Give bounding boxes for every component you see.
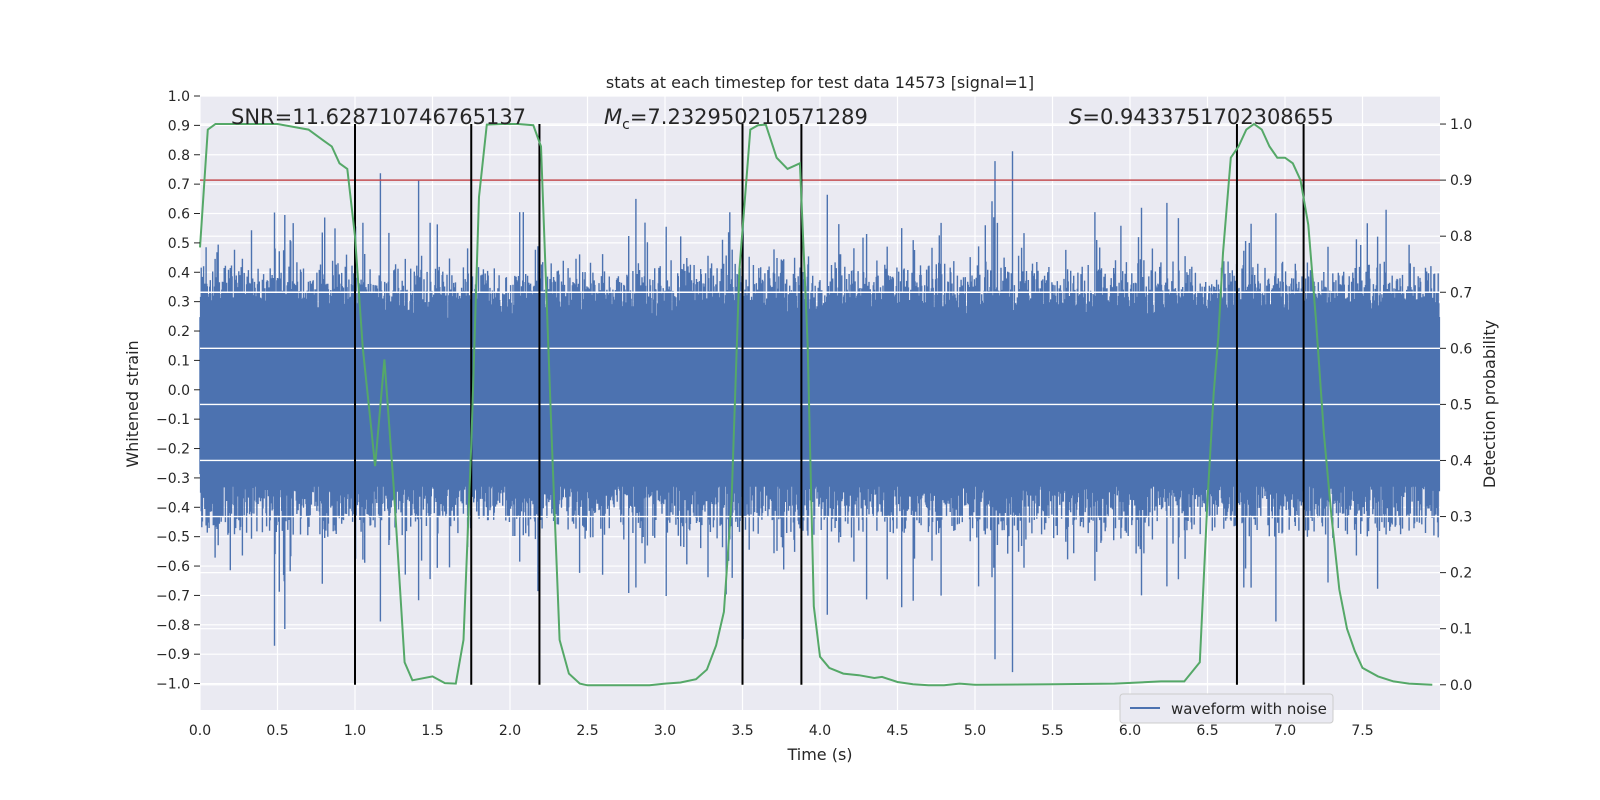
legend-box <box>1119 693 1334 724</box>
detection-probability-line <box>199 122 1433 687</box>
x-tick-label: 3.5 <box>731 723 753 739</box>
s-annotation: S=0.9433751702308655 <box>1069 105 1334 129</box>
x-tick-label: 1.0 <box>344 723 366 739</box>
x-tick-label: 5.0 <box>964 723 986 739</box>
x-tick-label: 7.5 <box>1351 723 1373 739</box>
x-tick-label: 0.5 <box>266 723 288 739</box>
legend-label-waveform: waveform with noise <box>1171 700 1327 718</box>
x-tick-label: 5.5 <box>1041 723 1063 739</box>
y-tick-label: 0.4 <box>168 265 190 281</box>
y-tick-label: 0.8 <box>168 148 190 164</box>
y-tick-label: −0.5 <box>156 530 190 546</box>
y-tick-label: 1.0 <box>168 89 190 105</box>
x-axis-label: Time (s) <box>786 745 852 764</box>
plot-area <box>199 122 1441 687</box>
y-tick-label: 0.0 <box>168 383 190 399</box>
y-tick-label: 0.1 <box>168 353 190 369</box>
y-tick-label: −0.2 <box>156 442 190 458</box>
y2-tick-label: 0.8 <box>1450 229 1472 245</box>
y2-axis-label: Detection probability <box>1480 320 1499 488</box>
y-tick-label: 0.7 <box>168 177 190 193</box>
snr-annotation: SNR=11.628710746765137 <box>231 105 526 129</box>
y2-tick-label: 0.9 <box>1450 173 1472 189</box>
x-tick-label: 3.0 <box>654 723 676 739</box>
y-tick-label: 0.6 <box>168 207 190 223</box>
x-axis-ticks: 0.0 0.5 1.0 1.5 2.0 2.5 3.0 3.5 4.0 4.5 5.0 5.5 6.0 6… <box>189 723 1374 739</box>
y2-tick-label: 0.0 <box>1450 678 1472 694</box>
y2-tick-label: 0.6 <box>1450 341 1472 357</box>
y-tick-label: 0.3 <box>168 295 190 311</box>
y2-tick-label: 0.7 <box>1450 285 1472 301</box>
chirp-mass-annotation: Mc=7.232950210571289 <box>604 105 868 133</box>
y2-tick-label: 1.0 <box>1450 117 1472 133</box>
y-tick-label: −0.8 <box>156 618 190 634</box>
waveform-core-band <box>200 319 1440 487</box>
y-tick-label: −0.4 <box>156 500 190 516</box>
y-axis-ticks: 1.0 0.9 0.8 0.7 0.6 0.5 0.4 0.3 0.2 0.1 0.0 −0.1 −0.… <box>156 89 200 693</box>
legend: waveform with noise <box>1119 693 1334 724</box>
y-tick-label: −1.0 <box>156 677 190 693</box>
y2-tick-label: 0.3 <box>1450 510 1472 526</box>
y-tick-label: −0.7 <box>156 588 190 604</box>
y-tick-label: −0.6 <box>156 559 190 575</box>
y-axis-label: Whitened strain <box>123 340 142 467</box>
y2-tick-label: 0.5 <box>1450 397 1472 413</box>
y2-tick-label: 0.1 <box>1450 622 1472 638</box>
y-tick-label: −0.3 <box>156 471 190 487</box>
y-tick-label: 0.5 <box>168 236 190 252</box>
y2-tick-label: 0.2 <box>1450 566 1472 582</box>
x-tick-label: 0.0 <box>189 723 211 739</box>
y-tick-label: 0.2 <box>168 324 190 340</box>
x-tick-label: 4.5 <box>886 723 908 739</box>
x-tick-label: 6.5 <box>1196 723 1218 739</box>
x-tick-label: 2.0 <box>499 723 521 739</box>
x-tick-label: 1.5 <box>421 723 443 739</box>
x-tick-label: 4.0 <box>809 723 831 739</box>
y2-axis-ticks: 1.0 0.9 0.8 0.7 0.6 0.5 0.4 0.3 0.2 0.1 0.0 <box>1440 117 1472 694</box>
y-tick-label: 0.9 <box>168 118 190 134</box>
chart-title: stats at each timestep for test data 145… <box>606 73 1034 92</box>
y-tick-label: −0.9 <box>156 647 190 663</box>
x-tick-label: 6.0 <box>1119 723 1141 739</box>
y2-tick-label: 0.4 <box>1450 453 1472 469</box>
y-tick-label: −0.1 <box>156 412 190 428</box>
x-tick-label: 7.0 <box>1274 723 1296 739</box>
x-tick-label: 2.5 <box>576 723 598 739</box>
